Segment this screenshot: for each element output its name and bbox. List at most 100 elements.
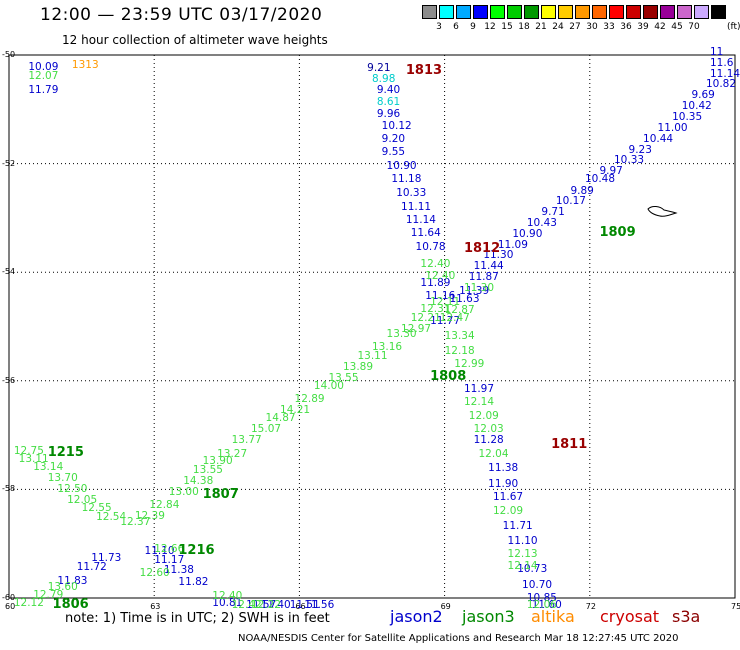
scale-label: 27 — [569, 22, 581, 32]
swh-reading-jason3: 13.30 — [386, 328, 417, 341]
swh-reading-jason2: 11.73 — [91, 552, 122, 565]
swh-reading-jason3: 12.89 — [294, 393, 325, 406]
swh-reading-jason2: 10.81 — [212, 597, 243, 609]
swh-reading-jason2: 10.33 — [614, 154, 645, 167]
swh-reading-jason2: 9.20 — [381, 132, 406, 145]
swh-reading-jason3: 12.39 — [134, 510, 165, 523]
swh-reading-cryosat: 8.98 — [372, 73, 396, 85]
swh-reading-jason3: 12.22 — [251, 599, 282, 611]
swh-reading-jason3: 12.55 — [81, 501, 112, 514]
swh-reading-jason2: 11.89 — [420, 276, 451, 289]
swh-reading-jason2: 11.87 — [468, 271, 499, 284]
y-tick-label: -58 — [2, 484, 16, 494]
swh-reading-jason3: 12.97 — [401, 322, 432, 335]
swh-reading-jason3: 12.66 — [154, 542, 185, 555]
swh-reading-jason3: 14.00 — [313, 379, 344, 392]
swh-reading-jason3: 12.99 — [454, 358, 485, 371]
swh-reading-jason3: 12.50 — [57, 482, 88, 495]
swh-reading-jason2: 11.77 — [430, 314, 461, 327]
swh-reading-jason2: 11.38 — [163, 564, 194, 577]
swh-reading-jason3: 12.40 — [212, 590, 243, 603]
legend-altika: altika — [531, 607, 575, 626]
swh-reading-jason2: 10.90 — [512, 227, 543, 240]
swh-reading-jason3: 12.54 — [96, 511, 127, 524]
swh-reading-jason2: 11.63 — [449, 292, 480, 305]
swh-reading-jason2: 11.28 — [473, 434, 504, 447]
scale-swatch — [626, 5, 641, 19]
track-time-label: 1811 — [551, 436, 588, 452]
swh-reading-jason2: 10.33 — [396, 187, 427, 200]
swh-reading-jason3: 12.31 — [420, 302, 451, 315]
swh-reading-jason3: 12.04 — [478, 447, 509, 460]
swh-reading-jason3: 13.70 — [47, 472, 78, 485]
scale-swatch — [575, 5, 590, 19]
scale-swatch — [592, 5, 607, 19]
swh-reading-jason3: 12.13 — [507, 548, 538, 561]
scale-swatch — [507, 5, 522, 19]
track-time-label: 1812 — [463, 241, 501, 257]
swh-reading-jason2: 9.69 — [691, 89, 715, 102]
track-time-label: 1808 — [430, 368, 467, 384]
swh-reading-jason2: 11.97 — [463, 382, 495, 395]
swh-reading-jason2: 11.57 — [246, 599, 277, 611]
x-tick-label: 72 — [585, 602, 596, 611]
scale-swatch — [422, 5, 437, 19]
swh-reading-jason2: 10.44 — [643, 132, 674, 145]
swh-reading-jason3: 13.90 — [202, 454, 233, 467]
swh-reading-jason3: 13.34 — [444, 329, 475, 342]
swh-reading-jason2: 10.73 — [517, 563, 548, 576]
scale-swatch — [609, 5, 624, 19]
x-tick-label: 66 — [295, 602, 306, 611]
swh-reading-jason2: 11.79 — [28, 83, 59, 96]
swh-reading-jason2: 10.48 — [584, 173, 616, 186]
scale-label: 45 — [671, 22, 683, 32]
swh-reading-jason2: 9.97 — [599, 165, 623, 178]
map-subtitle: 12 hour collection of altimeter wave hei… — [62, 33, 328, 47]
scale-swatch — [694, 5, 709, 19]
swh-reading-jason2: 11.71 — [502, 519, 533, 532]
scale-label: 33 — [603, 22, 615, 32]
scale-label: 15 — [501, 22, 513, 32]
scale-label: 9 — [470, 22, 476, 32]
scale-label: 70 — [688, 22, 700, 32]
swh-reading-jason2: 11.14 — [710, 67, 740, 80]
legend-jason2: jason2 — [390, 607, 443, 626]
swh-reading-jason2: 11.82 — [178, 576, 209, 589]
swh-reading-jason3: 12.84 — [149, 499, 180, 512]
swh-reading-jason2: 9.23 — [628, 143, 652, 156]
swh-reading-jason2: 11.64 — [410, 226, 441, 239]
scale-swatch — [439, 5, 454, 19]
scale-swatch — [524, 5, 539, 19]
swh-reading-jason2: 11.44 — [473, 260, 504, 273]
credit-line: NOAA/NESDIS Center for Satellite Applica… — [238, 633, 679, 644]
swh-reading-jason2: 11.40 — [260, 599, 291, 611]
swh-reading-jason3: 13.16 — [372, 340, 403, 353]
track-time-label: 1813 — [405, 62, 443, 78]
swh-reading-jason3: 12.09 — [493, 504, 524, 517]
swh-reading-jason3: 12.75 — [13, 444, 44, 457]
scale-label: 30 — [586, 22, 598, 32]
swh-reading-jason3: 12.37 — [120, 515, 151, 528]
swh-reading-jason3: 12.05 — [67, 493, 98, 506]
swh-reading-jason3: 12.42 — [231, 599, 262, 611]
swh-reading-jason2: 10.90 — [386, 159, 417, 172]
swh-reading-jason2: 11.11 — [401, 200, 432, 213]
swh-reading-jason2: 9.89 — [570, 185, 594, 198]
swh-reading-altika: 1313 — [71, 59, 99, 72]
swh-reading-jason3: 14.87 — [265, 412, 296, 425]
legend-jason3: jason3 — [462, 607, 515, 626]
y-tick-label: -56 — [2, 375, 16, 385]
swh-reading-jason3: 13.89 — [342, 360, 374, 373]
swh-reading-jason2: 10.35 — [672, 111, 703, 123]
swh-reading-jason2: 10.78 — [415, 241, 446, 254]
scale-label: 42 — [654, 22, 666, 32]
swh-reading-jason2: 10.70 — [522, 578, 553, 591]
swh-reading-jason3: 13.14 — [33, 461, 64, 474]
swh-reading-jason2: 11.17 — [154, 553, 185, 566]
track-time-label: 1807 — [202, 487, 239, 503]
scale-label: 21 — [535, 22, 547, 32]
scale-label: 18 — [518, 22, 530, 32]
swh-reading-jason3: 14.38 — [183, 474, 214, 487]
